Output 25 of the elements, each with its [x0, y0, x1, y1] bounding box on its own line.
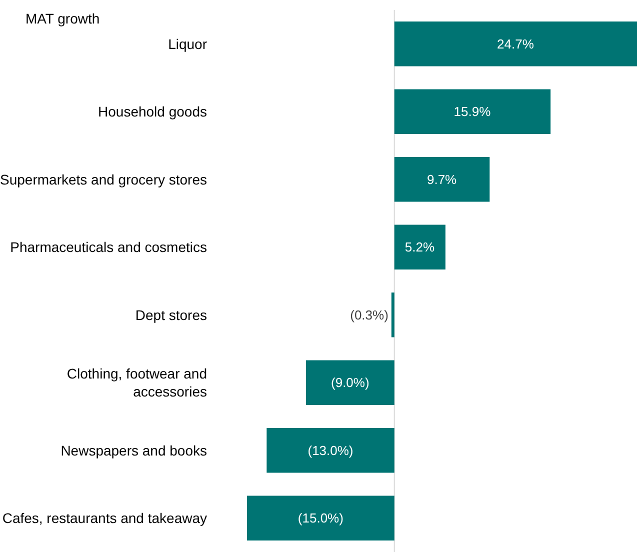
- data-label: (9.0%): [331, 375, 370, 390]
- y-tick-label: Household goods: [98, 104, 207, 120]
- data-label: (15.0%): [298, 510, 344, 526]
- y-tick-label: Pharmaceuticals and cosmetics: [10, 239, 207, 256]
- bar: [266, 428, 394, 473]
- y-tick-label: Supermarkets and grocery stores: [0, 171, 207, 188]
- data-label: (0.3%): [350, 307, 388, 322]
- bar: [394, 157, 490, 202]
- bar: [394, 224, 446, 270]
- data-label: 5.2%: [404, 240, 435, 255]
- y-tick-label: Clothing, footwear and accessories: [66, 365, 207, 400]
- text: MAT growth: [25, 10, 100, 27]
- y-tick-label: Dept stores: [135, 306, 207, 323]
- bar: [394, 89, 551, 134]
- data-label: 15.9%: [454, 104, 492, 120]
- data-label: (13.0%): [308, 442, 354, 458]
- data-label: 24.7%: [497, 36, 534, 52]
- bar: [306, 360, 394, 405]
- bar: [247, 496, 394, 540]
- y-tick-label: Cafes, restaurants and takeaway: [2, 510, 207, 526]
- bar: [394, 22, 637, 66]
- y-tick-label: Liquor: [168, 36, 208, 52]
- data-label: 9.7%: [426, 172, 458, 187]
- bar: [391, 292, 394, 338]
- y-tick-label: Newspapers and books: [60, 442, 207, 458]
